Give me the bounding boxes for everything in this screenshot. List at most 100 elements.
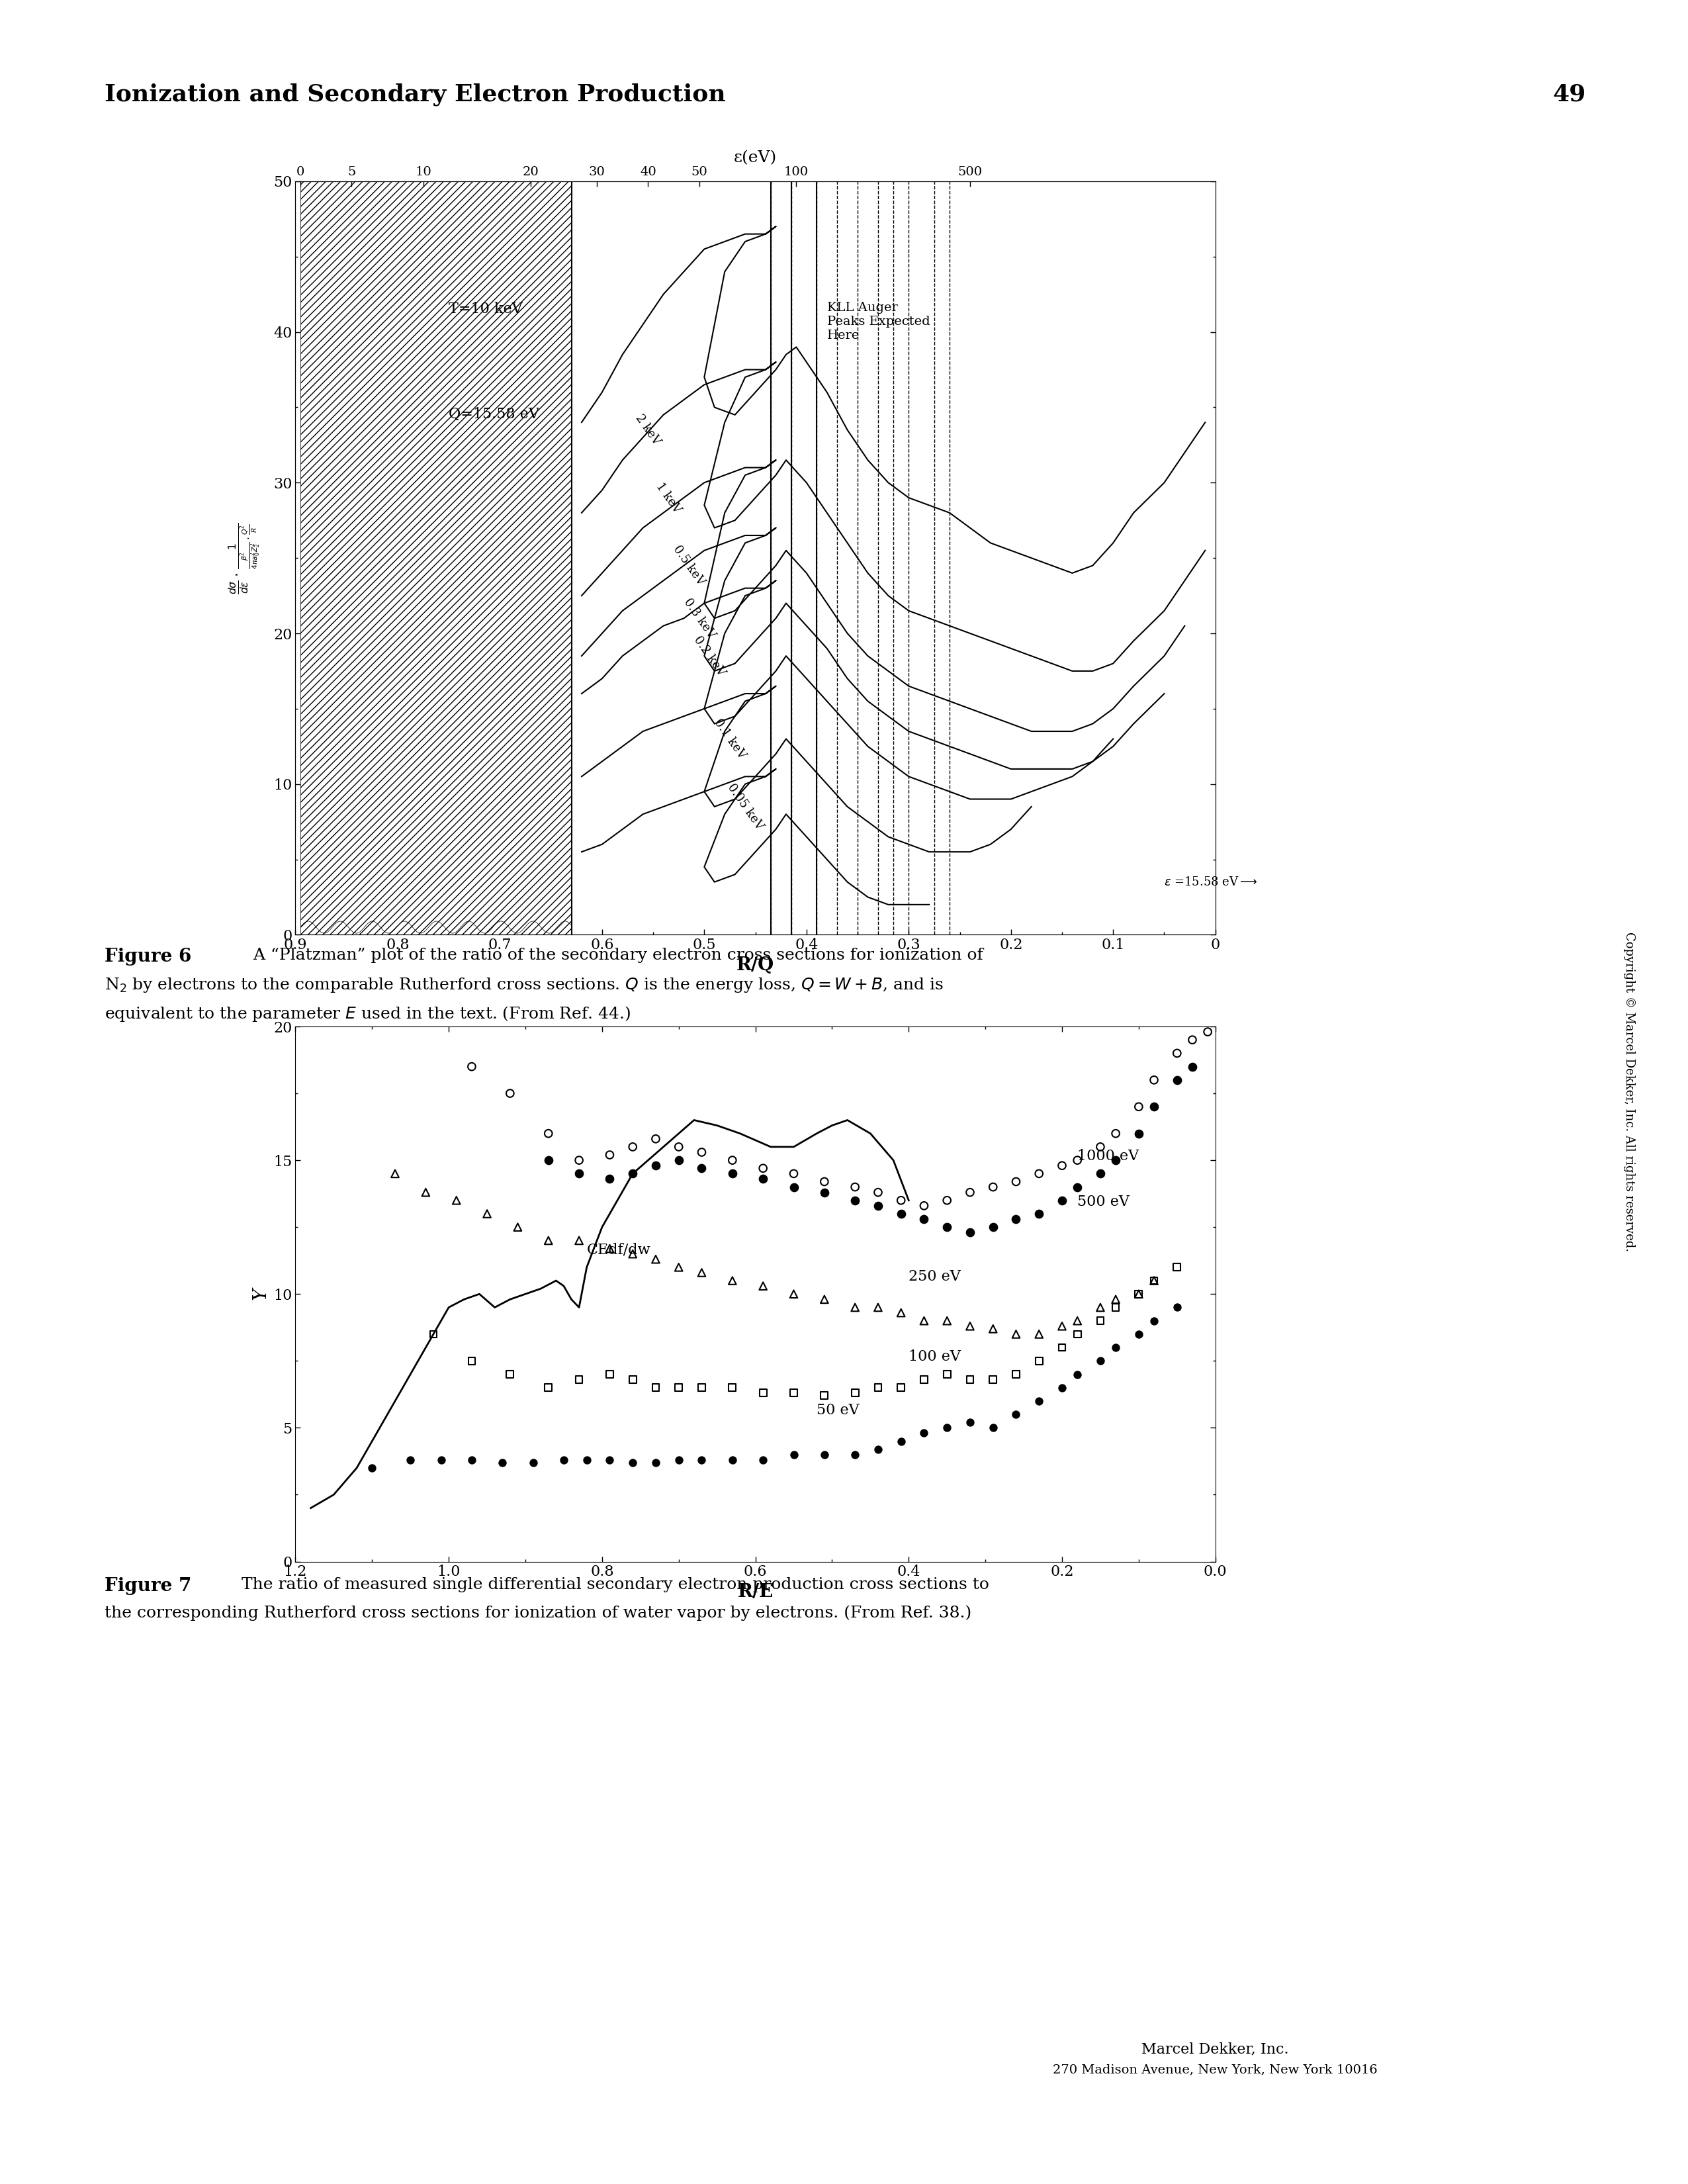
Point (619, 1363, 647, 1398)
Point (957, 1308, 984, 1343)
Point (505, 1210, 532, 1245)
Point (496, 1356, 523, 1391)
Text: equivalent to the parameter $E$ used in the text. (From Ref. 44.): equivalent to the parameter $E$ used in … (105, 1005, 631, 1022)
Point (641, 1149, 668, 1184)
Point (496, 1077, 523, 1112)
Point (1163, 1035, 1190, 1070)
Point (689, 1441, 716, 1476)
Point (535, 1369, 562, 1404)
Point (1026, 1343, 1053, 1378)
Point (842, 1437, 869, 1472)
Point (565, 1155, 592, 1190)
Point (490, 1446, 517, 1481)
Text: 500 eV: 500 eV (1077, 1195, 1129, 1210)
Point (1087, 1343, 1114, 1378)
Point (550, 1441, 577, 1476)
Point (665, 1249, 692, 1284)
Point (665, 1441, 692, 1476)
Text: Q=15.58 eV: Q=15.58 eV (449, 408, 540, 422)
Point (864, 1433, 891, 1468)
Point (619, 1155, 647, 1190)
Point (1163, 1061, 1190, 1096)
Point (1026, 1155, 1053, 1190)
Point (719, 1369, 746, 1404)
Point (442, 1184, 469, 1219)
Point (864, 1188, 891, 1223)
Point (810, 1164, 837, 1199)
Text: A “Platzman” plot of the ratio of the secondary electron cross sections for ioni: A “Platzman” plot of the ratio of the se… (243, 948, 984, 963)
Point (780, 1155, 807, 1190)
Point (749, 1269, 776, 1304)
Point (1063, 1142, 1090, 1177)
Point (1048, 1308, 1075, 1343)
Point (933, 1356, 960, 1391)
Point (565, 1142, 592, 1177)
Text: N$_2$ by electrons to the comparable Rutherford cross sections. $Q$ is the energ: N$_2$ by electrons to the comparable Rut… (105, 976, 944, 994)
Point (910, 1188, 937, 1223)
Point (979, 1363, 1006, 1398)
X-axis label: ε(eV): ε(eV) (734, 151, 776, 166)
Point (1026, 1385, 1053, 1420)
Point (689, 1369, 716, 1404)
Point (1141, 1061, 1168, 1096)
Point (381, 1155, 408, 1190)
Point (1003, 1164, 1030, 1199)
Point (1026, 1197, 1053, 1232)
Text: 100 eV: 100 eV (908, 1350, 960, 1365)
Point (1193, 1013, 1220, 1048)
Point (619, 1446, 647, 1481)
Text: Copyright © Marcel Dekker, Inc. All rights reserved.: Copyright © Marcel Dekker, Inc. All righ… (1622, 933, 1636, 1251)
Point (842, 1376, 869, 1411)
Point (689, 1151, 716, 1186)
Point (957, 1214, 984, 1249)
Point (810, 1282, 837, 1317)
Point (474, 1197, 501, 1232)
Text: 2 keV: 2 keV (633, 413, 663, 448)
Point (1063, 1356, 1090, 1391)
Point (1102, 1116, 1129, 1151)
Point (427, 1441, 454, 1476)
Point (1087, 1155, 1114, 1190)
Point (888, 1424, 915, 1459)
Point (619, 1129, 647, 1164)
Point (933, 1304, 960, 1339)
Point (665, 1369, 692, 1404)
Point (520, 1446, 547, 1481)
Point (641, 1446, 668, 1481)
Point (979, 1310, 1006, 1345)
Point (979, 1210, 1006, 1245)
Point (780, 1275, 807, 1310)
Point (910, 1363, 937, 1398)
Point (665, 1142, 692, 1177)
Point (1048, 1330, 1075, 1365)
Y-axis label: $\frac{d\sigma}{d\varepsilon} \cdot \frac{1}{\frac{\beta^2}{4\pi a_0^2 Z_2^2} \c: $\frac{d\sigma}{d\varepsilon} \cdot \fra… (228, 522, 262, 594)
Point (864, 1369, 891, 1404)
Point (749, 1441, 776, 1476)
Point (535, 1142, 562, 1177)
Point (412, 1175, 439, 1210)
Point (535, 1116, 562, 1151)
Point (888, 1184, 915, 1219)
Point (810, 1175, 837, 1210)
Point (1178, 1048, 1205, 1083)
Point (420, 1317, 447, 1352)
Point (457, 1048, 484, 1083)
Point (1048, 1369, 1075, 1404)
Point (933, 1184, 960, 1219)
Text: CEdf/dw: CEdf/dw (587, 1243, 650, 1258)
Point (1178, 1022, 1205, 1057)
Point (979, 1411, 1006, 1446)
Point (1087, 1129, 1114, 1164)
Point (619, 1236, 647, 1271)
Point (565, 1223, 592, 1258)
Point (565, 1363, 592, 1398)
Point (641, 1369, 668, 1404)
Point (1003, 1201, 1030, 1236)
X-axis label: R/Q: R/Q (736, 957, 775, 974)
Point (749, 1162, 776, 1197)
Text: 1000 eV: 1000 eV (1077, 1149, 1139, 1164)
Point (1087, 1291, 1114, 1326)
Point (933, 1411, 960, 1446)
Point (1126, 1275, 1153, 1310)
Point (1048, 1149, 1075, 1184)
